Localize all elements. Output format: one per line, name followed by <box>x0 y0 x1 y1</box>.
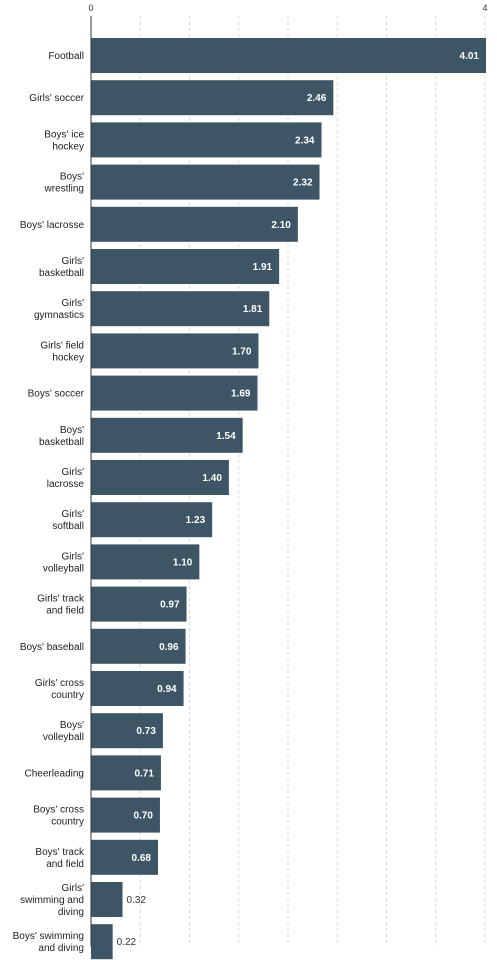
category-label: Boys' track and field <box>35 847 85 870</box>
bar <box>91 924 113 960</box>
category-label: Girls' volleyball <box>43 551 84 574</box>
value-label: 2.32 <box>293 178 313 189</box>
bar <box>91 291 270 327</box>
category-label: Boys' baseball <box>20 642 84 653</box>
bar <box>91 797 160 833</box>
x-tick-label: 4 <box>482 3 487 13</box>
bar <box>91 586 187 622</box>
value-labels: 4.01 2.46 2.34 2.32 2.10 1.91 1.81 1.70 1.69 1.54… <box>117 51 480 948</box>
value-label: 1.91 <box>253 262 273 273</box>
bar <box>91 333 259 369</box>
value-label: 1.40 <box>202 473 222 484</box>
bar <box>91 80 334 116</box>
value-label: 1.23 <box>186 515 206 526</box>
gridlines <box>139 16 486 947</box>
category-label: Girls' swimming and diving <box>20 883 84 918</box>
category-label: Boys' swimming and diving <box>13 931 84 954</box>
category-label: Girls' softball <box>52 509 84 532</box>
category-label: Boys' wrestling <box>44 172 85 195</box>
category-label: Girls' basketball <box>39 256 84 279</box>
category-label: Girls' cross country <box>35 678 84 701</box>
category-label: Cheerleading <box>25 768 85 779</box>
bar <box>91 164 320 200</box>
bar <box>91 755 161 791</box>
value-label: 1.10 <box>173 557 193 568</box>
category-label: Girls' field hockey <box>40 340 84 363</box>
value-label: 0.97 <box>160 600 180 611</box>
bar <box>91 544 200 580</box>
category-label: Boys' basketball <box>39 425 84 448</box>
value-label: 0.71 <box>134 768 154 779</box>
bar <box>91 713 163 749</box>
bar <box>91 628 186 664</box>
bar <box>91 206 298 242</box>
value-label: 1.54 <box>216 431 236 442</box>
value-label: 0.96 <box>159 642 179 653</box>
bar <box>91 375 258 411</box>
value-label: 1.81 <box>243 304 263 315</box>
value-label: 0.68 <box>132 853 152 864</box>
category-label: Boys' cross country <box>33 805 84 828</box>
value-label: 0.22 <box>117 937 137 948</box>
category-labels: Football Girls' soccer Boys' ice hockey Boys… <box>13 51 85 954</box>
value-label: 0.70 <box>133 811 153 822</box>
value-label: 0.94 <box>157 684 177 695</box>
value-label: 4.01 <box>460 51 480 62</box>
bar <box>91 839 158 875</box>
category-label: Girls' soccer <box>29 93 84 104</box>
bar <box>91 122 322 158</box>
category-label: Girls' lacrosse <box>47 467 85 490</box>
category-label: Football <box>48 51 84 62</box>
category-label: Boys' lacrosse <box>20 220 85 231</box>
category-label: Boys' soccer <box>28 389 85 400</box>
bar <box>91 460 229 495</box>
bar <box>91 671 184 706</box>
category-label: Boys' ice hockey <box>44 129 84 152</box>
bar <box>91 417 243 453</box>
value-label: 0.32 <box>127 895 147 906</box>
category-label: Girls' gymnastics <box>34 298 84 321</box>
category-label: Boys' volleyball <box>43 720 84 743</box>
bars <box>91 38 486 960</box>
value-label: 1.70 <box>232 346 252 357</box>
x-tick-label: 0 <box>88 3 93 13</box>
bar <box>91 38 486 73</box>
bar <box>91 882 123 917</box>
value-label: 0.73 <box>136 726 156 737</box>
bar <box>91 249 280 284</box>
category-label: Girls' track and field <box>37 594 85 617</box>
bar <box>91 502 213 538</box>
value-label: 2.46 <box>307 93 327 104</box>
value-label: 1.69 <box>231 389 251 400</box>
value-label: 2.34 <box>295 135 315 146</box>
value-label: 2.10 <box>271 220 291 231</box>
